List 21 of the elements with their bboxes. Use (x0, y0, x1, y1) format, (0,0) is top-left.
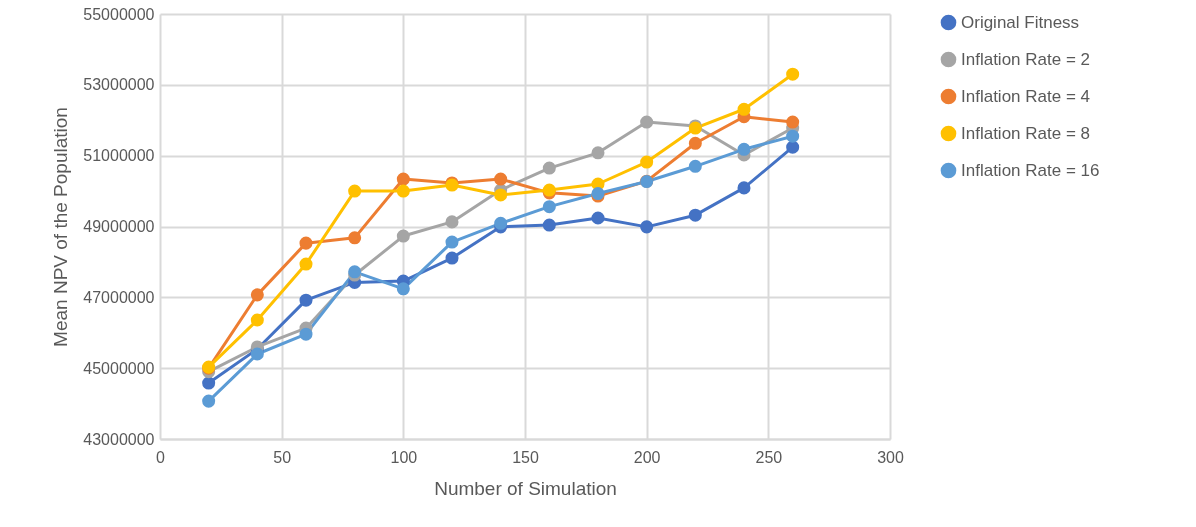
y-tick-label: 47000000 (83, 288, 155, 306)
legend-label: Inflation Rate = 4 (961, 86, 1091, 106)
y-tick-label: 45000000 (83, 359, 155, 377)
x-axis-title: Number of Simulation (434, 477, 617, 499)
legend-label: Inflation Rate = 16 (961, 160, 1100, 180)
x-tick-label: 150 (512, 448, 539, 466)
y-tick-label: 49000000 (83, 218, 155, 235)
y-tick-label: 43000000 (83, 430, 155, 448)
legend-label: Original Fitness (961, 12, 1080, 32)
x-tick-label: 100 (390, 448, 418, 466)
y-tick-label: 53000000 (83, 76, 155, 94)
legend-label: Inflation Rate = 2 (961, 49, 1091, 69)
x-tick-label: 0 (156, 448, 166, 466)
x-tick-label: 250 (755, 448, 783, 466)
x-tick-label: 200 (633, 448, 661, 466)
legend-label: Inflation Rate = 8 (961, 123, 1091, 143)
y-axis-title: Mean NPV of the Population (50, 107, 72, 347)
y-tick-label: 55000000 (83, 5, 155, 23)
x-tick-label: 50 (273, 448, 292, 466)
x-tick-label: 300 (877, 448, 904, 466)
y-tick-label: 51000000 (83, 147, 155, 165)
